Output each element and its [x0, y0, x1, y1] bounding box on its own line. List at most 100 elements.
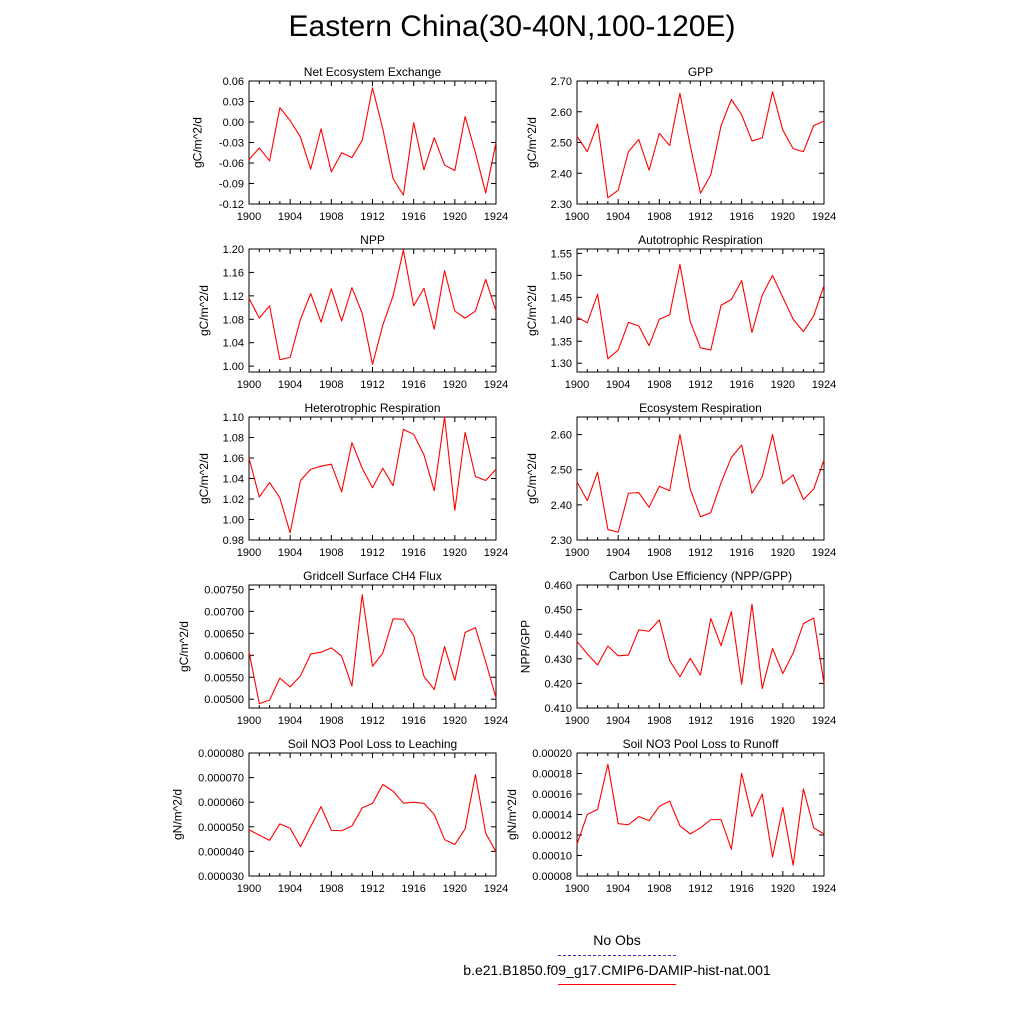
data-point: [423, 454, 425, 456]
data-point: [443, 838, 445, 840]
data-point: [823, 833, 825, 835]
data-point: [454, 843, 456, 845]
chart-panel-10: Soil NO3 Pool Loss to Runoff gN/m^2/d 0.00…: [505, 737, 836, 895]
x-tick-label: 1908: [647, 379, 671, 391]
data-point: [627, 151, 629, 153]
data-point: [751, 603, 753, 605]
y-tick-label: 0.420: [544, 678, 572, 690]
x-tick-label: 1908: [319, 547, 343, 559]
data-point: [586, 499, 588, 501]
x-tick-label: 1912: [360, 547, 384, 559]
data-point: [648, 169, 650, 171]
data-point: [402, 802, 404, 804]
data-point: [576, 843, 578, 845]
data-point: [782, 483, 784, 485]
x-tick-label: 1900: [237, 211, 261, 223]
data-point: [485, 832, 487, 834]
x-tick-label: 1904: [278, 715, 302, 727]
data-point: [402, 249, 404, 251]
data-point: [495, 851, 497, 853]
series-line: [576, 263, 825, 360]
data-point: [279, 677, 281, 679]
data-point: [330, 647, 332, 649]
data-point: [802, 151, 804, 153]
data-point: [730, 610, 732, 612]
data-point: [371, 802, 373, 804]
plot-frame: [248, 584, 497, 709]
x-tick-label: 1920: [443, 211, 467, 223]
data-point: [258, 317, 260, 319]
x-tick-label: 1912: [360, 883, 384, 895]
data-point: [648, 344, 650, 346]
data-point: [689, 144, 691, 146]
x-tick-label: 1900: [565, 379, 589, 391]
data-point: [761, 137, 763, 139]
x-tick-label: 1916: [729, 211, 753, 223]
data-point: [576, 135, 578, 137]
data-point: [813, 827, 815, 829]
plot-frame: [576, 752, 825, 877]
data-point: [371, 363, 373, 365]
data-point: [679, 825, 681, 827]
y-tick-label: 0.00010: [532, 851, 572, 863]
data-point: [454, 310, 456, 312]
data-point: [689, 488, 691, 490]
y-axis-label: gN/m^2/d: [170, 789, 184, 840]
data-point: [720, 818, 722, 820]
data-point: [320, 805, 322, 807]
y-tick-label: 2.40: [551, 500, 572, 512]
chart-panel-5: Heterotrophic Respiration gC/m^2/d 0.98 1.0…: [197, 401, 508, 559]
y-tick-label: 0.00700: [204, 606, 244, 618]
data-point: [485, 479, 487, 481]
data-point: [371, 87, 373, 89]
data-point: [310, 292, 312, 294]
y-tick-label: 0.00008: [532, 871, 572, 883]
data-point: [751, 492, 753, 494]
data-point: [258, 702, 260, 704]
data-point: [710, 511, 712, 513]
x-tick-label: 1924: [484, 379, 508, 391]
x-tick-label: 1912: [688, 715, 712, 727]
chart-title: Net Ecosystem Exchange: [304, 65, 442, 79]
x-tick-label: 1924: [812, 379, 836, 391]
data-point: [617, 531, 619, 533]
chart-title: NPP: [360, 233, 385, 247]
y-tick-label: 1.04: [223, 338, 244, 350]
data-point: [668, 314, 670, 316]
legend-obs-label: No Obs: [593, 932, 641, 948]
y-tick-label: 1.30: [551, 358, 572, 370]
x-tick-label: 1920: [771, 211, 795, 223]
data-point: [668, 659, 670, 661]
data-point: [340, 152, 342, 154]
y-tick-label: 1.04: [223, 474, 244, 486]
series-line: [248, 87, 497, 196]
data-point: [782, 672, 784, 674]
x-tick-label: 1904: [606, 211, 630, 223]
data-point: [710, 349, 712, 351]
y-tick-label: -0.06: [219, 158, 244, 170]
data-point: [474, 310, 476, 312]
data-point: [802, 788, 804, 790]
data-point: [638, 138, 640, 140]
data-point: [351, 825, 353, 827]
data-point: [361, 467, 363, 469]
data-point: [330, 463, 332, 465]
chart-title: Carbon Use Efficiency (NPP/GPP): [609, 569, 792, 583]
data-point: [474, 773, 476, 775]
data-point: [443, 269, 445, 271]
y-tick-label: 1.40: [551, 314, 572, 326]
data-point: [402, 194, 404, 196]
chart-panel-7: Gridcell Surface CH4 Flux gC/m^2/d 0.00500…: [177, 569, 508, 727]
data-point: [658, 805, 660, 807]
plot-frame: [576, 584, 825, 709]
data-point: [638, 629, 640, 631]
chart-title: Ecosystem Respiration: [639, 401, 762, 415]
data-point: [607, 528, 609, 530]
data-point: [382, 783, 384, 785]
y-tick-label: 0.00650: [204, 628, 244, 640]
data-point: [433, 137, 435, 139]
data-point: [340, 655, 342, 657]
y-tick-label: 0.450: [544, 605, 572, 617]
data-point: [627, 654, 629, 656]
data-point: [607, 197, 609, 199]
